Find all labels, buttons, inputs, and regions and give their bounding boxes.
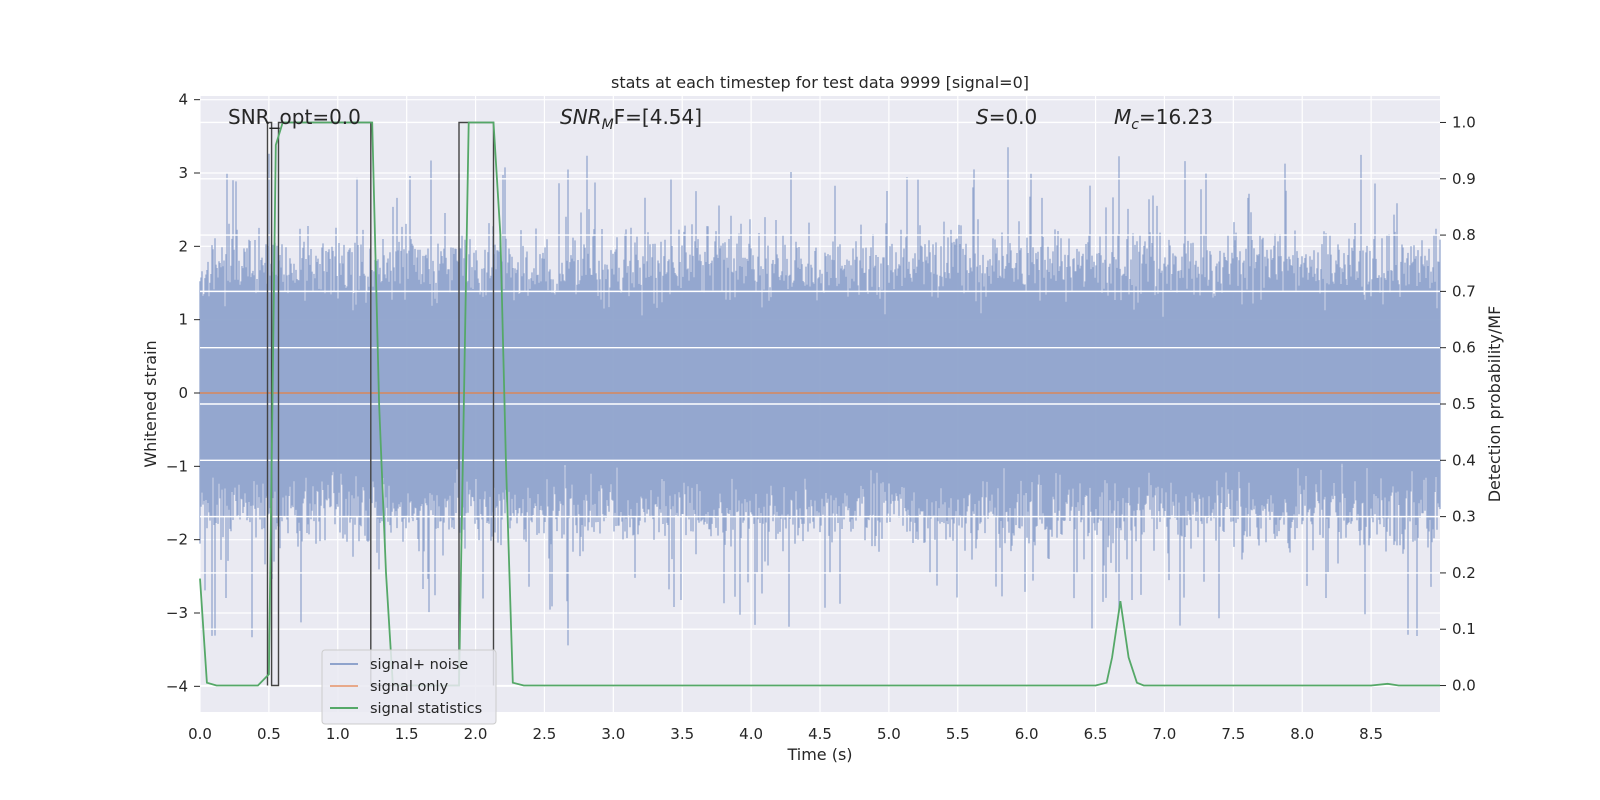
annotation-s: S=0.0: [976, 105, 1037, 129]
x-tick-label: 2.5: [533, 725, 557, 743]
y-right-tick-label: 0.6: [1452, 339, 1476, 357]
legend-label-noise: signal+ noise: [370, 657, 468, 673]
x-tick-label: 2.0: [464, 725, 488, 743]
x-tick-label: 3.5: [670, 725, 694, 743]
y-right-tick-label: 0.7: [1452, 282, 1476, 300]
annotation-snr-opt: SNR_opt=0.0: [228, 105, 361, 129]
series-signal-noise: [199, 147, 1441, 646]
legend-box: [321, 649, 497, 725]
y-right-tick-label: 0.4: [1452, 451, 1476, 469]
legend-label-statistics: signal statistics: [370, 701, 482, 717]
annotation-s-rest: =0.0: [989, 105, 1038, 129]
x-axis-ticks: 0.0 0.5 1.0 1.5 2.0 2.5 3.0 3.5 4.0 4.5 5.0 5.5 6.0 6…: [188, 725, 1383, 743]
x-tick-label: 0.5: [257, 725, 281, 743]
legend: signal+ noise signal only signal statist…: [321, 649, 497, 725]
annotation-snr-mf: SNRMF=[4.54]: [560, 105, 702, 133]
y-left-tick-label: 4: [178, 91, 188, 109]
y-right-tick-label: 0.8: [1452, 226, 1476, 244]
x-tick-label: 4.0: [739, 725, 763, 743]
annotation-mc: Mc=16.23: [1114, 105, 1213, 133]
annotation-s-main: S: [976, 105, 989, 129]
chart-title: stats at each timestep for test data 999…: [611, 73, 1029, 92]
legend-label-signal-only: signal only: [370, 679, 449, 695]
x-tick-label: 5.5: [946, 725, 970, 743]
y-left-tick-label: 3: [178, 164, 188, 182]
annotation-snr-mf-rest: F=[4.54]: [614, 105, 702, 129]
y-right-tick-label: 0.9: [1452, 170, 1476, 188]
x-tick-label: 1.0: [326, 725, 350, 743]
y-left-tick-label: −3: [166, 604, 188, 622]
x-tick-label: 0.0: [188, 725, 212, 743]
annotation-mc-rest: =16.23: [1139, 105, 1213, 129]
series-signal-statistics: [199, 121, 1440, 687]
x-tick-label: 1.5: [395, 725, 419, 743]
y-left-tick-label: −4: [166, 677, 188, 695]
x-tick-label: 5.0: [877, 725, 901, 743]
y-right-tick-label: 0.1: [1452, 620, 1476, 638]
x-tick-label: 6.5: [1084, 725, 1108, 743]
y-right-tick-label: 1.0: [1452, 113, 1476, 131]
y-left-tick-label: −2: [166, 531, 188, 549]
y-left-tick-label: 2: [178, 237, 188, 255]
y-right-tick-label: 0.5: [1452, 395, 1476, 413]
noise-trace: [199, 147, 1441, 646]
x-tick-label: 6.0: [1015, 725, 1039, 743]
annotation-mc-sub: c: [1131, 117, 1139, 133]
x-tick-label: 4.5: [808, 725, 832, 743]
x-axis-label: Time (s): [786, 745, 852, 764]
annotation-snr-mf-main: SNR: [560, 105, 602, 129]
annotation-mc-main: M: [1114, 105, 1131, 129]
left-axis-ticks: 4 3 2 1 0 −1 −2 −3 −4: [166, 91, 200, 695]
x-tick-label: 3.0: [601, 725, 625, 743]
right-axis-label: Detection probability/MF: [1485, 306, 1504, 503]
y-left-tick-label: −1: [166, 457, 188, 475]
x-tick-label: 8.5: [1359, 725, 1383, 743]
x-tick-label: 7.0: [1153, 725, 1177, 743]
y-right-tick-label: 0.3: [1452, 508, 1476, 526]
right-axis-ticks: 1.0 0.9 0.8 0.7 0.6 0.5 0.4 0.3 0.2 0.1 0.0: [1440, 113, 1476, 695]
x-tick-label: 8.0: [1290, 725, 1314, 743]
x-tick-label: 7.5: [1221, 725, 1245, 743]
y-right-tick-label: 0.0: [1452, 677, 1476, 695]
left-axis-label: Whitened strain: [141, 340, 160, 467]
y-left-tick-label: 0: [178, 384, 188, 402]
annotation-snr-mf-sub: M: [602, 117, 614, 133]
y-left-tick-label: 1: [178, 311, 188, 329]
y-right-tick-label: 0.2: [1452, 564, 1476, 582]
